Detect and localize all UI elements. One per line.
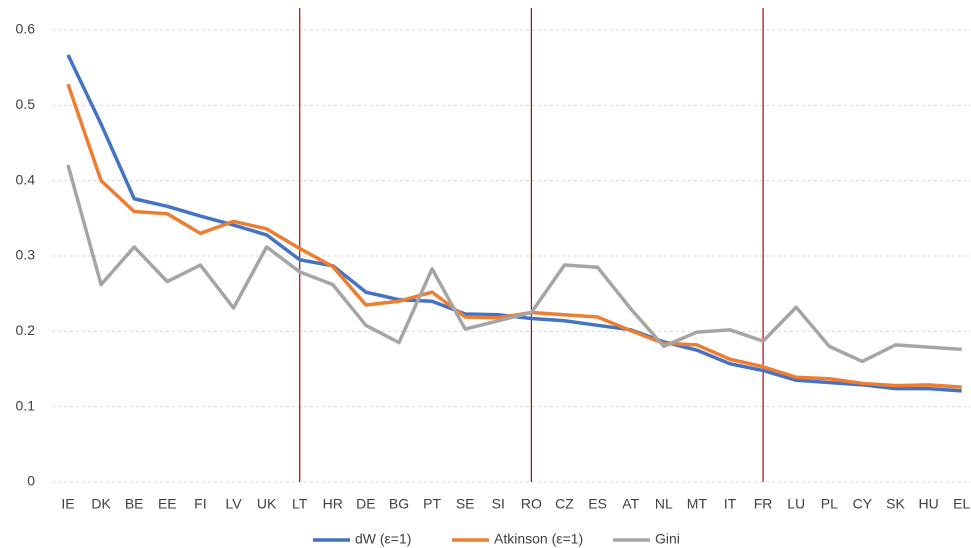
y-tick-label: 0 — [27, 473, 35, 489]
x-tick-label: DK — [91, 496, 111, 512]
x-tick-label: RO — [521, 496, 542, 512]
x-tick-label: CY — [853, 496, 873, 512]
x-tick-label: IE — [61, 496, 74, 512]
y-tick-label: 0.5 — [16, 96, 36, 112]
x-tick-label: SK — [886, 496, 905, 512]
series-line — [66, 164, 962, 364]
x-tick-label: BE — [125, 496, 144, 512]
x-tick-label: FI — [194, 496, 206, 512]
y-tick-label: 0.2 — [16, 322, 36, 338]
x-tick-label: CZ — [555, 496, 574, 512]
x-tick-label: BG — [389, 496, 409, 512]
y-tick-label: 0.1 — [16, 397, 36, 413]
x-tick-label: EE — [158, 496, 177, 512]
legend-label: Atkinson (ε=1) — [494, 531, 583, 547]
y-tick-label: 0.6 — [16, 21, 36, 37]
x-tick-label: DE — [356, 496, 375, 512]
x-tick-label: SI — [492, 496, 505, 512]
x-tick-label: UK — [257, 496, 277, 512]
x-tick-label: LV — [225, 496, 242, 512]
x-tick-label: LT — [292, 496, 308, 512]
x-tick-label: SE — [456, 496, 475, 512]
x-tick-label: AT — [622, 496, 639, 512]
legend-label: Gini — [655, 531, 680, 547]
legend-label: dW (ε=1) — [355, 531, 411, 547]
x-tick-label: FR — [754, 496, 773, 512]
y-tick-label: 0.4 — [16, 171, 36, 187]
x-tick-label: HR — [323, 496, 343, 512]
x-tick-label: MT — [687, 496, 708, 512]
x-tick-label: HU — [918, 496, 938, 512]
y-tick-label: 0.3 — [16, 247, 36, 263]
x-tick-label: EL — [953, 496, 970, 512]
x-tick-label: PT — [423, 496, 441, 512]
x-tick-label: LU — [787, 496, 805, 512]
series-line — [66, 83, 962, 389]
x-tick-label: PL — [821, 496, 838, 512]
x-tick-label: IT — [724, 496, 737, 512]
x-tick-label: NL — [655, 496, 673, 512]
x-tick-label: ES — [588, 496, 607, 512]
